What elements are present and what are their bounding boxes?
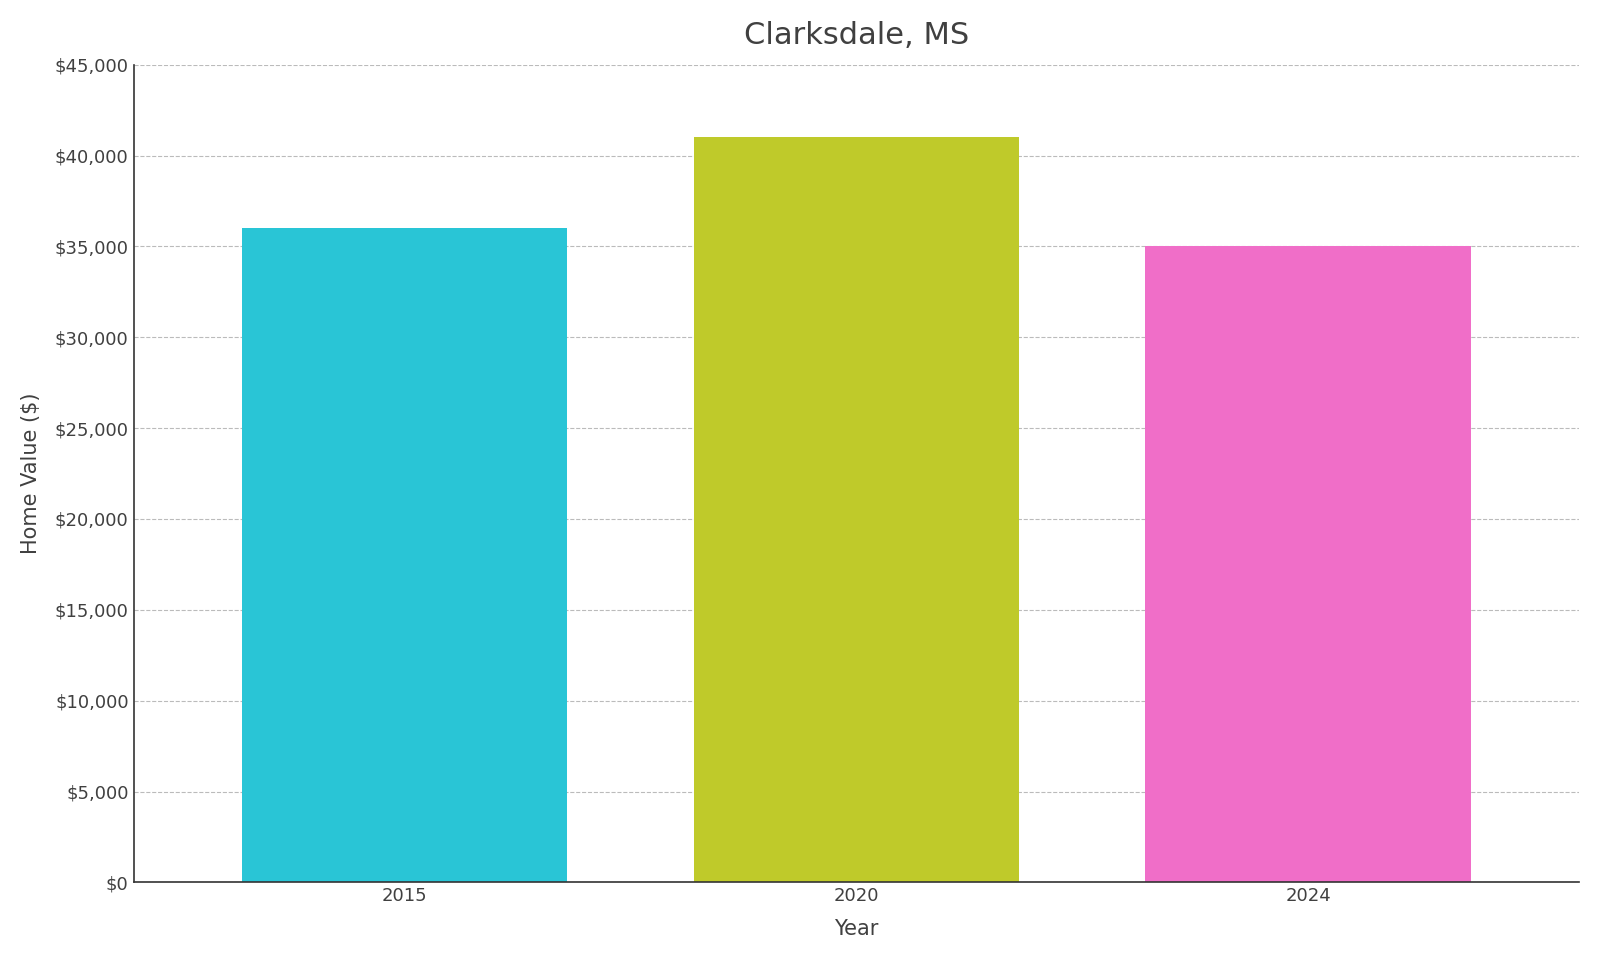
Bar xyxy=(1146,247,1470,882)
Bar xyxy=(694,137,1019,882)
Bar xyxy=(242,228,568,882)
Title: Clarksdale, MS: Clarksdale, MS xyxy=(744,21,970,50)
Y-axis label: Home Value ($): Home Value ($) xyxy=(21,393,42,554)
X-axis label: Year: Year xyxy=(834,919,878,939)
